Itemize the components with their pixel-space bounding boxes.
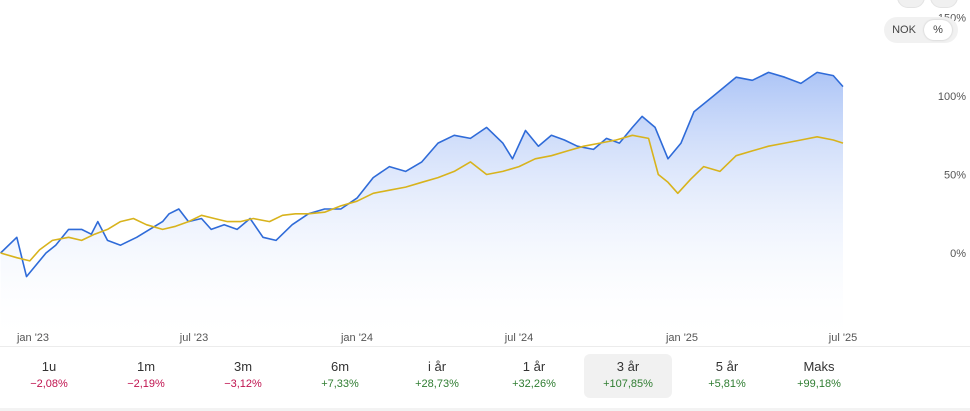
period-button[interactable]: 1u −2,08% [5,354,93,398]
x-axis-ticks: jan '23 jul '23 jan '24 jul '24 jan '25 jul '… [16,332,857,344]
period-change: −2,19% [127,378,165,390]
period-change: −2,08% [30,378,68,390]
series-lines [0,71,844,278]
x-tick-label: jan '25 [665,332,698,344]
period-label: 1u [41,359,57,374]
y-axis-ticks: 0%50%100%150% [938,13,966,261]
divider [0,408,970,411]
period-change: +5,81% [708,378,746,390]
period-label: 6m [330,359,350,374]
currency-toggle[interactable]: NOK % [884,17,958,43]
y-tick-label: 100% [938,91,966,103]
period-button[interactable]: 5 år +5,81% [683,354,771,398]
period-button[interactable]: 1 år +32,26% [490,354,578,398]
period-button[interactable]: i år +28,73% [393,354,481,398]
period-change: +107,85% [603,378,653,390]
period-label: 3m [233,359,253,374]
period-selector: 1u −2,08% 1m −2,19% 3m −3,12% 6m +7,33% i år +28,… [0,346,970,409]
series-line-2 [0,134,844,262]
period-label: Maks [803,359,835,374]
y-tick-label: 50% [944,170,966,182]
period-button[interactable]: 6m +7,33% [296,354,384,398]
x-tick-label: jul '23 [179,332,208,344]
period-button[interactable]: 3m −3,12% [199,354,287,398]
series-area-fill [0,72,843,345]
period-label: 1 år [522,359,546,374]
period-button[interactable]: 1m −2,19% [102,354,190,398]
y-tick-label: 0% [950,248,966,260]
period-change: −3,12% [224,378,262,390]
period-change: +32,26% [512,378,556,390]
period-change: +28,73% [415,378,459,390]
period-label: 1m [136,359,156,374]
x-tick-label: jan '23 [16,332,49,344]
period-change: +7,33% [321,378,359,390]
period-label: 5 år [715,359,739,374]
period-change: +99,18% [797,378,841,390]
x-tick-label: jan '24 [340,332,373,344]
x-tick-label: jul '24 [504,332,533,344]
period-button[interactable]: 3 år +107,85% [584,354,672,398]
toggle-option-nok[interactable]: NOK [892,24,916,36]
period-label: 3 år [616,359,640,374]
period-button[interactable]: Maks +99,18% [775,354,863,398]
x-tick-label: jul '25 [828,332,857,344]
period-label: i år [427,359,447,374]
series-line-1 [0,71,844,278]
area-layer [0,72,843,345]
toggle-option-percent[interactable]: % [924,20,952,40]
